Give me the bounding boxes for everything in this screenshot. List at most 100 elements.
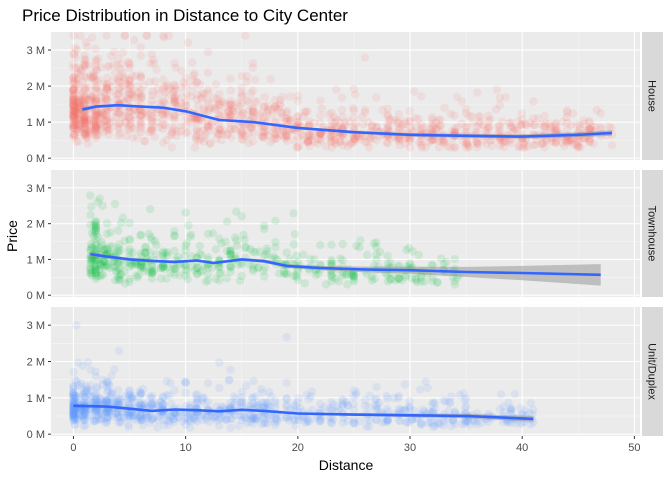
scatter-point — [80, 63, 89, 72]
scatter-point — [302, 390, 311, 400]
scatter-point — [249, 264, 258, 273]
scatter-point — [170, 124, 179, 134]
scatter-point — [91, 125, 101, 134]
scatter-point — [285, 116, 294, 125]
scatter-point — [475, 120, 484, 129]
scatter-point — [226, 99, 235, 108]
scatter-point — [80, 59, 89, 68]
scatter-point — [80, 408, 89, 417]
scatter-point — [417, 120, 426, 129]
scatter-point — [81, 118, 90, 128]
scatter-point — [93, 272, 102, 281]
scatter-point — [382, 138, 391, 147]
scatter-point — [91, 416, 101, 426]
scatter-point — [365, 143, 374, 152]
scatter-point — [244, 106, 253, 115]
scatter-point — [285, 115, 295, 124]
scatter-point — [69, 109, 78, 118]
scatter-point — [156, 263, 165, 273]
scatter-point — [461, 394, 471, 403]
x-tick-label: 10 — [180, 442, 192, 454]
scatter-point — [203, 122, 213, 132]
scatter-point — [235, 276, 245, 286]
scatter-point — [81, 421, 90, 430]
scatter-point — [80, 393, 89, 402]
scatter-point — [69, 411, 78, 420]
scatter-point — [227, 133, 236, 142]
scatter-point — [201, 130, 210, 139]
scatter-point — [102, 413, 112, 423]
scatter-point — [86, 269, 95, 278]
scatter-point — [110, 365, 119, 374]
scatter-point — [71, 394, 81, 403]
scatter-point — [349, 271, 358, 281]
scatter-point — [203, 85, 213, 94]
scatter-point — [133, 260, 142, 269]
scatter-point — [516, 419, 525, 429]
scatter-point — [97, 270, 106, 279]
scatter-point — [587, 122, 596, 131]
smooth-line — [90, 252, 601, 277]
scatter-point — [337, 105, 347, 115]
scatter-point — [461, 139, 471, 148]
scatter-point — [170, 96, 179, 105]
scatter-point — [440, 138, 449, 147]
scatter-point — [181, 378, 190, 388]
scatter-point — [123, 409, 132, 418]
scatter-point — [241, 243, 251, 252]
scatter-point — [506, 403, 516, 413]
scatter-point — [316, 129, 325, 138]
scatter-point — [418, 405, 427, 414]
scatter-point — [215, 119, 224, 128]
scatter-point — [417, 419, 426, 428]
scatter-point — [237, 83, 246, 93]
scatter-point — [340, 137, 349, 147]
scatter-point — [69, 100, 78, 109]
scatter-point — [136, 412, 145, 421]
scatter-point — [69, 410, 78, 420]
scatter-point — [123, 394, 133, 404]
scatter-point — [408, 247, 417, 256]
scatter-point — [69, 412, 78, 422]
scatter-point — [495, 125, 504, 134]
scatter-point — [259, 266, 268, 275]
scatter-point — [439, 138, 449, 147]
scatter-point — [91, 274, 101, 284]
scatter-point — [85, 71, 95, 80]
scatter-point — [367, 272, 376, 281]
scatter-point — [540, 143, 549, 152]
scatter-point — [136, 262, 145, 271]
scatter-point — [71, 117, 81, 126]
scatter-point — [282, 378, 291, 387]
scatter-point — [69, 384, 78, 393]
scatter-point — [401, 139, 410, 148]
scatter-point — [86, 256, 96, 265]
scatter-point — [114, 412, 123, 421]
scatter-point — [407, 415, 417, 424]
scatter-point — [125, 235, 134, 244]
scatter-point — [248, 394, 257, 403]
scatter-point — [316, 111, 325, 120]
scatter-point — [80, 388, 89, 397]
scatter-point — [468, 119, 477, 128]
scatter-point — [263, 101, 273, 110]
scatter-point — [130, 411, 139, 420]
scatter-point — [91, 262, 101, 271]
scatter-point — [125, 274, 134, 284]
scatter-point — [271, 128, 280, 138]
scatter-point — [441, 397, 450, 406]
scatter-point — [410, 87, 419, 96]
scatter-point — [147, 400, 157, 409]
scatter-point — [91, 95, 101, 104]
scatter-point — [383, 416, 393, 425]
scatter-point — [132, 271, 141, 280]
scatter-point — [509, 124, 519, 133]
scatter-point — [246, 89, 256, 98]
scatter-point — [72, 415, 82, 425]
scatter-point — [335, 118, 344, 127]
scatter-point — [271, 396, 280, 405]
scatter-point — [551, 125, 561, 134]
scatter-point — [123, 112, 133, 121]
scatter-point — [537, 139, 546, 149]
scatter-point — [222, 415, 231, 424]
